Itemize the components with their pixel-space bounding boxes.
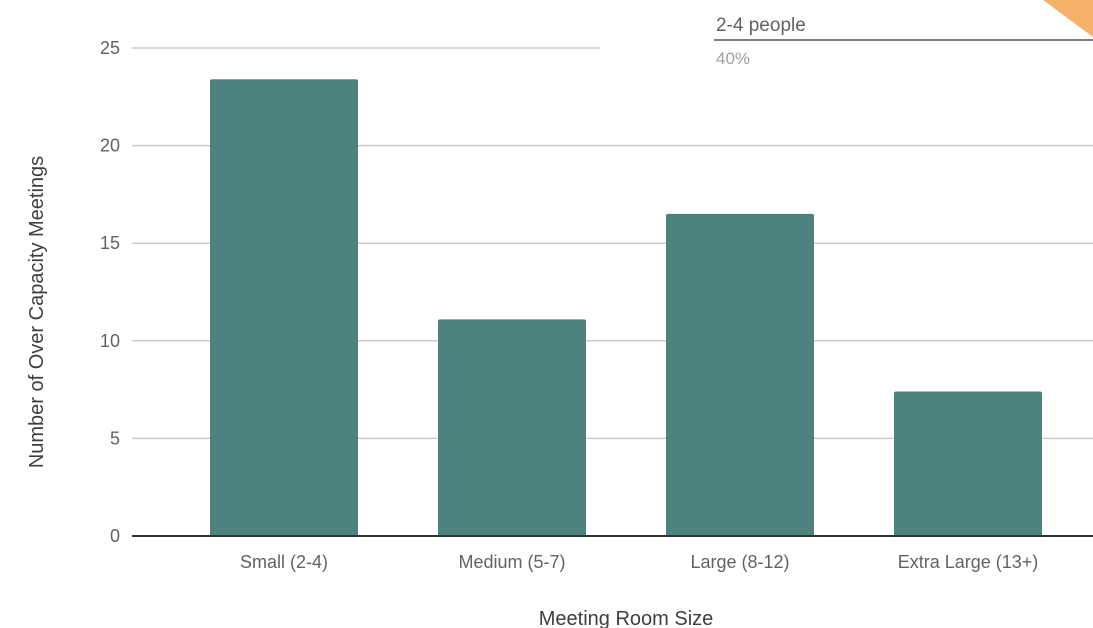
x-axis-ticks: Small (2-4) Medium (5-7) Large (8-12) Extra… <box>240 552 1038 572</box>
pie-callout: 2-4 people 40% <box>600 0 1093 78</box>
bar <box>210 79 358 537</box>
y-axis-ticks: 0 5 10 15 20 25 <box>100 38 120 546</box>
bars <box>210 79 1042 537</box>
callout-value: 40% <box>716 49 750 68</box>
callout-background <box>600 0 1093 78</box>
x-tick-label: Extra Large (13+) <box>898 552 1039 572</box>
x-tick-label: Medium (5-7) <box>458 552 565 572</box>
callout-label: 2-4 people <box>716 15 806 36</box>
x-tick-label: Large (8-12) <box>690 552 789 572</box>
bar <box>438 319 586 536</box>
x-axis-title: Meeting Room Size <box>539 608 714 628</box>
x-tick-label: Small (2-4) <box>240 552 328 572</box>
bar <box>666 213 814 537</box>
y-tick-label: 5 <box>110 428 120 448</box>
y-tick-label: 10 <box>100 331 120 351</box>
y-tick-label: 20 <box>100 136 120 156</box>
y-axis-title: Number of Over Capacity Meetings <box>26 156 48 468</box>
bar <box>894 391 1042 536</box>
y-tick-label: 0 <box>110 526 120 546</box>
y-tick-label: 15 <box>100 233 120 253</box>
y-tick-label: 25 <box>100 38 120 58</box>
pie-slice-fragment <box>1043 0 1093 37</box>
